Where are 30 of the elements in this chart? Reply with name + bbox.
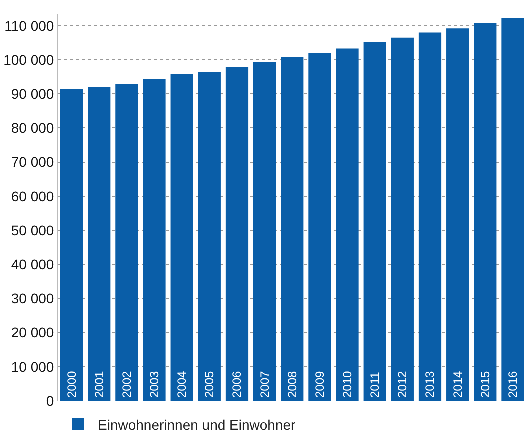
y-tick-label: 40 000	[11, 256, 54, 273]
legend-label: Einwohnerinnen und Einwohner	[98, 416, 296, 433]
x-tick-label: 2008	[285, 370, 300, 398]
y-tick-label: 30 000	[11, 290, 54, 307]
x-tick-label: 2006	[230, 370, 244, 398]
x-tick-label: 2007	[258, 370, 272, 398]
y-tick-label: 100 000	[4, 52, 54, 68]
x-tick-label: 2015	[478, 370, 492, 398]
y-tick-label: 50 000	[11, 222, 54, 238]
x-tick-label: 2012	[396, 370, 410, 398]
y-tick-label: 10 000	[11, 358, 54, 375]
y-tick-label: 80 000	[11, 120, 54, 136]
x-tick-label: 2000	[64, 370, 79, 398]
y-tick-label: 20 000	[11, 324, 54, 341]
x-tick-label: 2001	[92, 370, 106, 398]
x-tick-label: 2011	[368, 372, 382, 398]
x-tick-label: 2014	[450, 370, 465, 398]
x-tick-label: 2005	[202, 370, 217, 398]
x-tick-label: 2009	[312, 370, 327, 398]
y-tick-label: 0	[46, 392, 54, 409]
x-tick-label: 2003	[148, 370, 162, 398]
x-tick-label: 2016	[506, 370, 520, 398]
y-tick-label: 110 000	[4, 18, 54, 34]
y-tick-label: 60 000	[11, 188, 54, 204]
x-tick-label: 2004	[175, 370, 190, 398]
y-tick-label: 70 000	[11, 154, 54, 170]
x-tick-label: 2013	[423, 370, 438, 398]
y-tick-label: 90 000	[11, 86, 54, 102]
x-tick-label: 2010	[340, 370, 355, 398]
x-tick-label: 2002	[120, 370, 134, 398]
